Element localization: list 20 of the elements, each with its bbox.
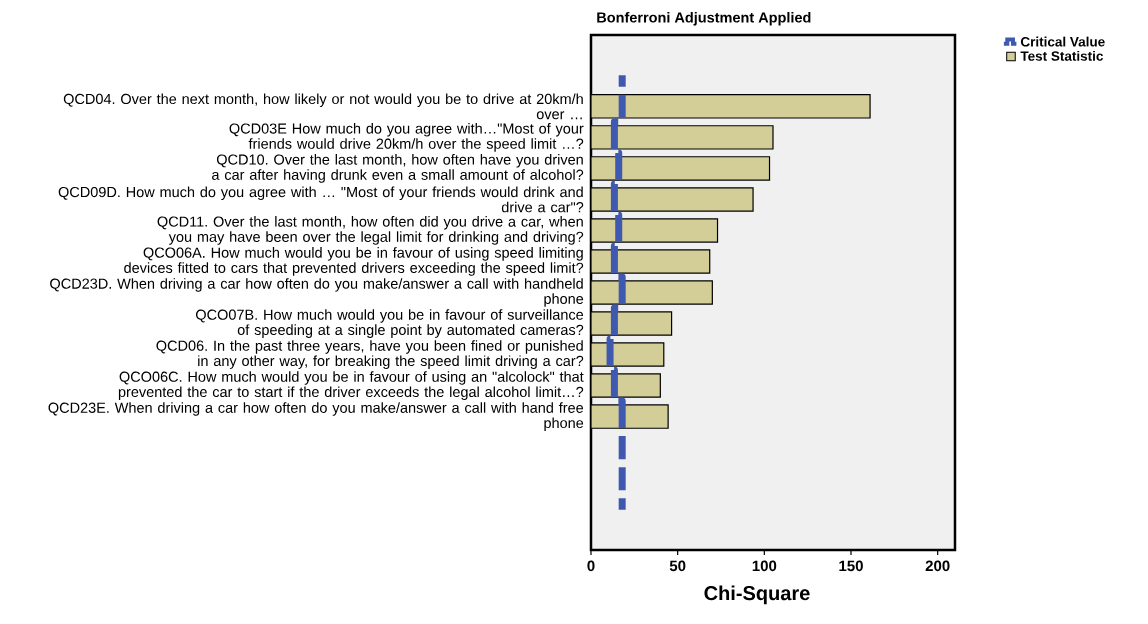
x-tick-label: 200 — [925, 560, 950, 572]
y-tick-label: QCO06A. How much would you be in favour of using speed limiting devices fitted to cars that prevented drivers exceeding the speed limit? — [124, 247, 584, 276]
y-tick-label: QCD06. In the past three years, have you been fined or punished in any other way, for breaking the speed limit driving a car? — [156, 340, 584, 369]
chart-title: Bonferroni Adjustment Applied — [597, 11, 811, 26]
x-axis-title: Chi-Square — [704, 585, 810, 605]
y-tick-label: QCD23E. When driving a car how often do you make/answer a call with hand free phone — [48, 402, 584, 431]
y-tick-label: QCD04. Over the next month, how likely or not would you be to drive at 20km/h over … — [63, 93, 583, 120]
legend-label: Test Statistic — [1020, 50, 1104, 61]
y-tick-label: QCO07B. How much would you be in favour of surveillance of speeding at a single point by automated cameras? — [196, 309, 584, 338]
legend-label: Critical Value — [1020, 36, 1105, 47]
y-tick-label: QCD10. Over the last month, how often have you driven a car after having drunk even a small amount of alcohol? — [212, 154, 584, 183]
x-tick-label: 100 — [752, 560, 777, 572]
y-tick-label: QCD11. Over the last month, how often did you drive a car, when you may have been over the legal limit for drinking and driving? — [157, 216, 584, 245]
y-tick-label: QCD09D. How much do you agree with … "Most of your friends would drink and drive a car"? — [58, 186, 584, 213]
y-tick-label: QCD23D. When driving a car how often do you make/answer a call with handheld phone — [50, 278, 584, 307]
x-tick-label: 150 — [839, 560, 863, 572]
x-tick-label: 0 — [587, 560, 595, 572]
y-tick-label: QCO06C. How much would you be in favour of using an "alcolock" that prevented the car to start if the driver exceeds the legal alcohol limit…? — [118, 371, 584, 400]
y-tick-label: QCD03E How much do you agree with…"Most of your friends would drive 20km/h over the speed limit …? — [229, 123, 584, 152]
x-tick-label: 50 — [669, 560, 686, 572]
